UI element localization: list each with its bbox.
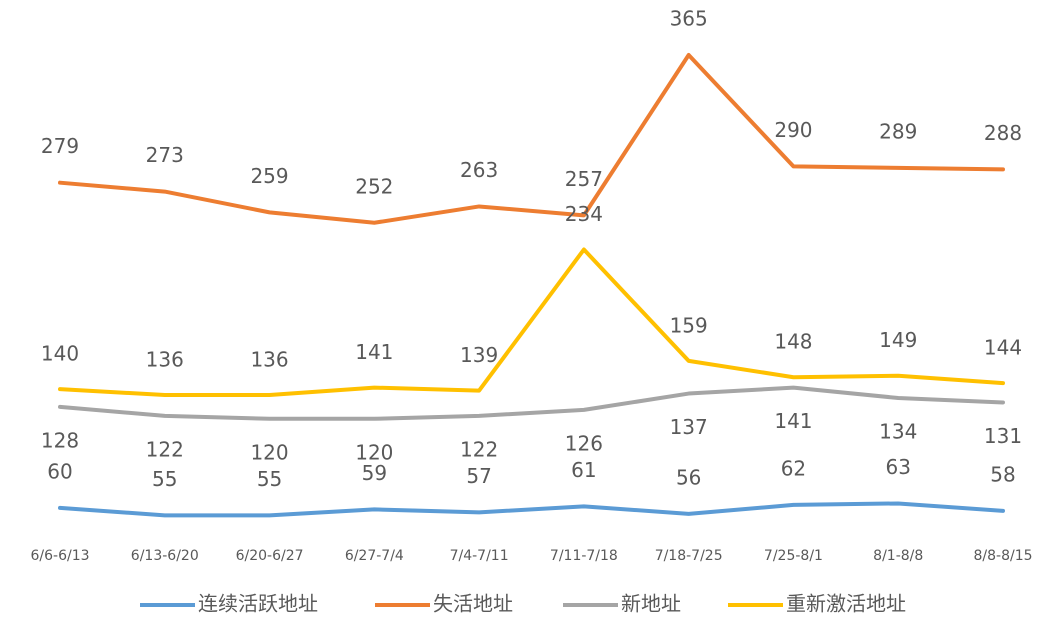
data-label: 126 <box>565 431 603 455</box>
data-label: 365 <box>670 6 708 30</box>
data-label: 288 <box>984 121 1022 145</box>
data-label: 59 <box>362 461 387 485</box>
x-tick-label: 7/11-7/18 <box>550 548 618 564</box>
data-label: 148 <box>774 330 812 354</box>
data-label: 58 <box>990 462 1015 486</box>
x-tick-label: 8/8-8/15 <box>973 548 1032 564</box>
data-label: 290 <box>774 118 812 142</box>
series-line <box>58 247 1005 398</box>
data-label: 273 <box>146 143 184 167</box>
data-label: 141 <box>355 340 393 364</box>
legend-label: 重新激活地址 <box>786 592 906 616</box>
data-label: 60 <box>47 459 72 483</box>
series-line <box>58 501 1005 518</box>
x-tick-label: 7/18-7/25 <box>655 548 723 564</box>
x-tick-label: 7/25-8/1 <box>764 548 823 564</box>
data-label: 136 <box>146 348 184 372</box>
data-label: 61 <box>571 458 596 482</box>
data-label: 139 <box>460 343 498 367</box>
legend-label: 连续活跃地址 <box>198 592 318 616</box>
x-tick-label: 6/27-7/4 <box>345 548 404 564</box>
data-label: 137 <box>670 415 708 439</box>
data-label: 128 <box>41 428 79 452</box>
data-label: 144 <box>984 336 1022 360</box>
legend-label: 新地址 <box>621 592 681 616</box>
data-label: 56 <box>676 465 701 489</box>
x-tick-label: 8/1-8/8 <box>873 548 923 564</box>
data-label: 141 <box>774 409 812 433</box>
data-label: 55 <box>257 467 282 491</box>
series-line <box>58 385 1005 421</box>
data-label: 134 <box>879 420 917 444</box>
data-label: 62 <box>781 456 806 480</box>
data-label: 140 <box>41 342 79 366</box>
data-label: 257 <box>565 167 603 191</box>
data-label: 131 <box>984 424 1022 448</box>
legend-label: 失活地址 <box>433 592 513 616</box>
x-tick-label: 7/4-7/11 <box>450 548 509 564</box>
x-tick-label: 6/20-6/27 <box>236 548 304 564</box>
series-line <box>58 52 1005 225</box>
data-label: 63 <box>885 455 910 479</box>
data-label: 120 <box>250 440 288 464</box>
data-label: 122 <box>146 437 184 461</box>
data-label: 289 <box>879 119 917 143</box>
data-label: 149 <box>879 328 917 352</box>
data-label: 259 <box>250 164 288 188</box>
x-tick-label: 6/13-6/20 <box>131 548 199 564</box>
data-label: 120 <box>355 440 393 464</box>
data-label: 136 <box>250 348 288 372</box>
data-label: 263 <box>460 158 498 182</box>
x-tick-label: 6/6-6/13 <box>30 548 89 564</box>
data-label: 279 <box>41 134 79 158</box>
data-label: 122 <box>460 437 498 461</box>
data-label: 234 <box>565 202 603 226</box>
data-label: 252 <box>355 174 393 198</box>
data-label: 159 <box>670 313 708 337</box>
data-label: 57 <box>466 464 491 488</box>
data-label: 55 <box>152 467 177 491</box>
